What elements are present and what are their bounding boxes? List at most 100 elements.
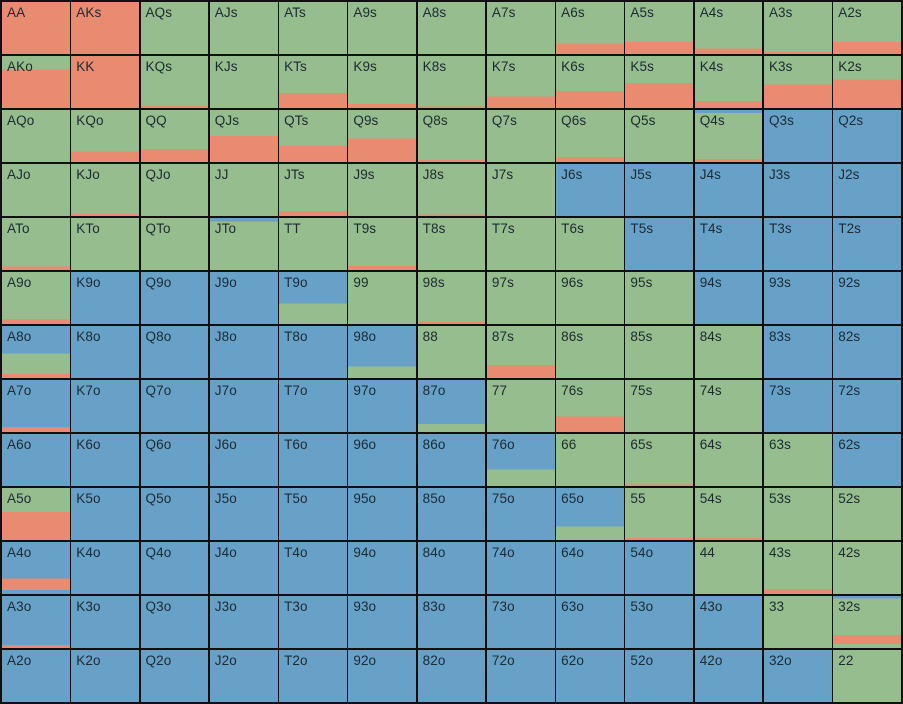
hand-cell-AA[interactable]: AA (2, 2, 70, 55)
hand-cell-K7o[interactable]: K7o (71, 379, 140, 433)
hand-cell-97o[interactable]: 97o (348, 379, 417, 433)
hand-cell-ATs[interactable]: ATs (279, 2, 347, 55)
hand-cell-T5o[interactable]: T5o (279, 487, 347, 541)
hand-cell-75o[interactable]: 75o (486, 487, 555, 541)
hand-cell-ATo[interactable]: ATo (2, 217, 70, 271)
hand-cell-72s[interactable]: 72s (833, 379, 901, 433)
hand-cell-J5o[interactable]: J5o (209, 487, 278, 541)
hand-cell-AQs[interactable]: AQs (140, 2, 209, 55)
hand-cell-66[interactable]: 66 (556, 433, 624, 487)
hand-cell-QJo[interactable]: QJo (140, 163, 209, 217)
hand-cell-AJs[interactable]: AJs (209, 2, 278, 55)
hand-cell-A5s[interactable]: A5s (625, 2, 694, 55)
hand-cell-K8s[interactable]: K8s (417, 55, 486, 109)
hand-cell-Q6s[interactable]: Q6s (556, 109, 624, 163)
hand-cell-73s[interactable]: 73s (763, 379, 832, 433)
hand-cell-K5s[interactable]: K5s (625, 55, 694, 109)
hand-cell-KJo[interactable]: KJo (71, 163, 140, 217)
hand-cell-T3s[interactable]: T3s (763, 217, 832, 271)
hand-cell-87o[interactable]: 87o (417, 379, 486, 433)
hand-cell-T9s[interactable]: T9s (348, 217, 417, 271)
hand-cell-T2o[interactable]: T2o (279, 649, 347, 702)
hand-cell-43s[interactable]: 43s (763, 541, 832, 595)
hand-cell-62s[interactable]: 62s (833, 433, 901, 487)
hand-cell-85o[interactable]: 85o (417, 487, 486, 541)
hand-cell-J8o[interactable]: J8o (209, 325, 278, 379)
hand-cell-KTs[interactable]: KTs (279, 55, 347, 109)
hand-cell-QTo[interactable]: QTo (140, 217, 209, 271)
hand-cell-QJs[interactable]: QJs (209, 109, 278, 163)
hand-cell-A8o[interactable]: A8o (2, 325, 70, 379)
hand-cell-KK[interactable]: KK (71, 55, 140, 109)
hand-cell-42o[interactable]: 42o (694, 649, 763, 702)
hand-cell-KJs[interactable]: KJs (209, 55, 278, 109)
hand-cell-A3o[interactable]: A3o (2, 595, 70, 649)
hand-cell-42s[interactable]: 42s (833, 541, 901, 595)
hand-cell-A2s[interactable]: A2s (833, 2, 901, 55)
hand-cell-83o[interactable]: 83o (417, 595, 486, 649)
hand-cell-88[interactable]: 88 (417, 325, 486, 379)
hand-cell-55[interactable]: 55 (625, 487, 694, 541)
hand-cell-KTo[interactable]: KTo (71, 217, 140, 271)
hand-cell-63o[interactable]: 63o (556, 595, 624, 649)
hand-cell-53o[interactable]: 53o (625, 595, 694, 649)
hand-cell-Q2o[interactable]: Q2o (140, 649, 209, 702)
hand-cell-Q7o[interactable]: Q7o (140, 379, 209, 433)
hand-cell-74o[interactable]: 74o (486, 541, 555, 595)
hand-cell-A6o[interactable]: A6o (2, 433, 70, 487)
hand-cell-A7s[interactable]: A7s (486, 2, 555, 55)
hand-cell-JJ[interactable]: JJ (209, 163, 278, 217)
hand-cell-Q3o[interactable]: Q3o (140, 595, 209, 649)
hand-cell-J6s[interactable]: J6s (556, 163, 624, 217)
hand-cell-96o[interactable]: 96o (348, 433, 417, 487)
hand-cell-A3s[interactable]: A3s (763, 2, 832, 55)
hand-cell-95s[interactable]: 95s (625, 271, 694, 325)
hand-cell-64o[interactable]: 64o (556, 541, 624, 595)
hand-cell-85s[interactable]: 85s (625, 325, 694, 379)
hand-cell-J2s[interactable]: J2s (833, 163, 901, 217)
hand-cell-T5s[interactable]: T5s (625, 217, 694, 271)
hand-cell-76o[interactable]: 76o (486, 433, 555, 487)
hand-cell-K6o[interactable]: K6o (71, 433, 140, 487)
hand-cell-K8o[interactable]: K8o (71, 325, 140, 379)
hand-cell-Q4s[interactable]: Q4s (694, 109, 763, 163)
hand-cell-TT[interactable]: TT (279, 217, 347, 271)
hand-cell-Q5s[interactable]: Q5s (625, 109, 694, 163)
hand-cell-33[interactable]: 33 (763, 595, 832, 649)
hand-cell-K2s[interactable]: K2s (833, 55, 901, 109)
hand-cell-K2o[interactable]: K2o (71, 649, 140, 702)
hand-cell-T2s[interactable]: T2s (833, 217, 901, 271)
hand-cell-Q5o[interactable]: Q5o (140, 487, 209, 541)
hand-cell-93s[interactable]: 93s (763, 271, 832, 325)
hand-cell-75s[interactable]: 75s (625, 379, 694, 433)
hand-cell-J4s[interactable]: J4s (694, 163, 763, 217)
hand-cell-A6s[interactable]: A6s (556, 2, 624, 55)
hand-cell-22[interactable]: 22 (833, 649, 901, 702)
hand-cell-A5o[interactable]: A5o (2, 487, 70, 541)
hand-cell-AKs[interactable]: AKs (71, 2, 140, 55)
hand-cell-JTo[interactable]: JTo (209, 217, 278, 271)
hand-cell-QQ[interactable]: QQ (140, 109, 209, 163)
hand-cell-A4s[interactable]: A4s (694, 2, 763, 55)
hand-cell-98s[interactable]: 98s (417, 271, 486, 325)
hand-cell-T8s[interactable]: T8s (417, 217, 486, 271)
hand-cell-K3o[interactable]: K3o (71, 595, 140, 649)
hand-cell-92o[interactable]: 92o (348, 649, 417, 702)
hand-cell-62o[interactable]: 62o (556, 649, 624, 702)
hand-cell-J4o[interactable]: J4o (209, 541, 278, 595)
hand-cell-84s[interactable]: 84s (694, 325, 763, 379)
hand-cell-94o[interactable]: 94o (348, 541, 417, 595)
hand-cell-T6s[interactable]: T6s (556, 217, 624, 271)
hand-cell-53s[interactable]: 53s (763, 487, 832, 541)
hand-cell-K9o[interactable]: K9o (71, 271, 140, 325)
hand-cell-A9s[interactable]: A9s (348, 2, 417, 55)
hand-cell-Q3s[interactable]: Q3s (763, 109, 832, 163)
hand-cell-T7s[interactable]: T7s (486, 217, 555, 271)
hand-cell-J9s[interactable]: J9s (348, 163, 417, 217)
hand-cell-K4o[interactable]: K4o (71, 541, 140, 595)
hand-cell-96s[interactable]: 96s (556, 271, 624, 325)
hand-cell-KQs[interactable]: KQs (140, 55, 209, 109)
hand-cell-94s[interactable]: 94s (694, 271, 763, 325)
hand-cell-99[interactable]: 99 (348, 271, 417, 325)
hand-cell-QTs[interactable]: QTs (279, 109, 347, 163)
